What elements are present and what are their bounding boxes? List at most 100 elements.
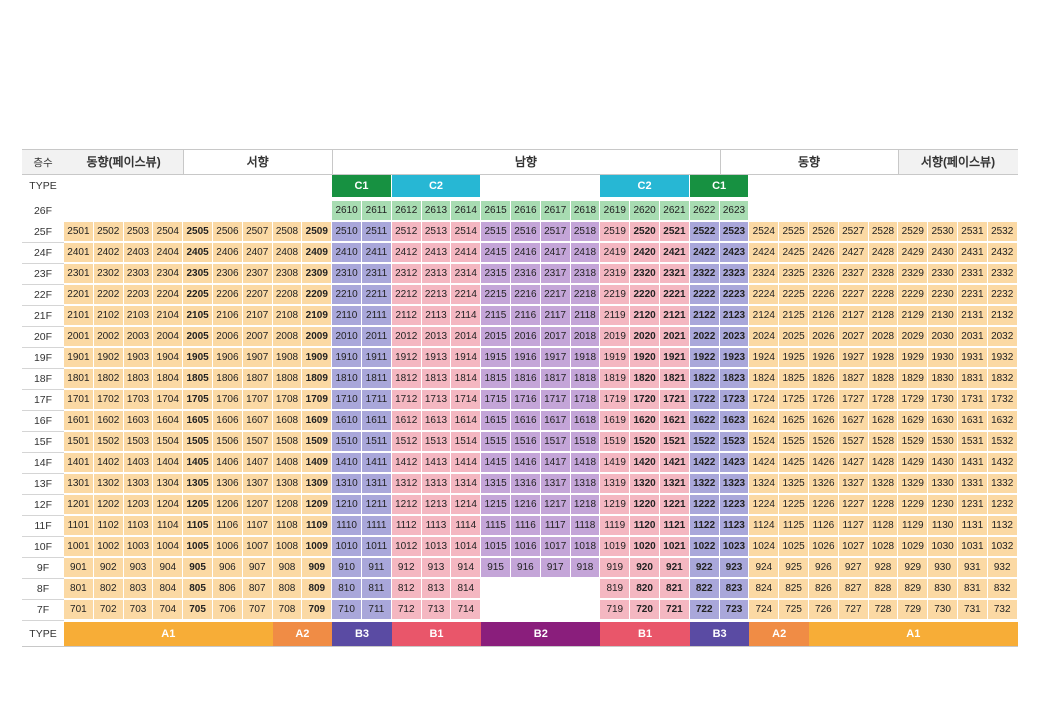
unit-cell[interactable]: 2620 [630,201,660,221]
unit-cell[interactable]: 1001 [64,537,94,557]
unit-cell[interactable]: 824 [749,579,780,599]
unit-cell[interactable]: 1732 [987,390,1018,410]
unit-cell[interactable]: 1520 [630,432,660,452]
unit-cell[interactable]: 1205 [183,495,213,515]
unit-cell[interactable]: 1409 [302,453,333,473]
unit-cell[interactable]: 1925 [779,348,809,368]
unit-cell[interactable]: 1514 [451,432,482,452]
unit-cell[interactable]: 2202 [93,285,124,305]
unit-cell[interactable]: 1527 [838,432,869,452]
unit-cell[interactable]: 2402 [93,243,124,263]
unit-cell[interactable]: 1930 [928,348,958,368]
unit-cell[interactable]: 2429 [898,243,929,263]
unit-cell[interactable]: 2328 [868,264,899,284]
unit-cell[interactable]: 2015 [481,327,511,347]
unit-cell[interactable]: 1717 [540,390,571,410]
unit-cell[interactable]: 2004 [153,327,184,347]
unit-cell[interactable]: 702 [93,600,124,620]
unit-cell[interactable]: 1830 [928,369,958,389]
unit-cell[interactable]: 1109 [302,516,333,536]
unit-cell[interactable]: 1916 [511,348,541,368]
unit-cell[interactable]: 1932 [987,348,1018,368]
unit-cell[interactable]: 1731 [958,390,988,410]
unit-cell[interactable]: 830 [928,579,958,599]
unit-cell[interactable]: 1608 [272,411,303,431]
unit-cell[interactable]: 925 [779,558,809,578]
unit-cell[interactable]: 2420 [630,243,660,263]
unit-cell[interactable]: 2003 [123,327,154,347]
unit-cell[interactable]: 2229 [898,285,929,305]
unit-cell[interactable]: 2302 [93,264,124,284]
unit-cell[interactable]: 2031 [958,327,988,347]
unit-cell[interactable]: 1118 [570,516,601,536]
unit-cell[interactable]: 1021 [660,537,690,557]
unit-cell[interactable]: 1011 [362,537,392,557]
unit-cell[interactable]: 2222 [689,285,720,305]
unit-cell[interactable]: 1416 [511,453,541,473]
unit-cell[interactable]: 2610 [332,201,362,221]
unit-cell[interactable]: 2331 [958,264,988,284]
unit-cell[interactable]: 726 [809,600,839,620]
unit-cell[interactable]: 2322 [689,264,720,284]
unit-cell[interactable]: 1224 [749,495,780,515]
unit-cell[interactable]: 1918 [570,348,601,368]
unit-cell[interactable]: 1220 [630,495,660,515]
unit-cell[interactable]: 1613 [421,411,452,431]
unit-cell[interactable]: 808 [272,579,303,599]
unit-cell[interactable]: 1911 [362,348,392,368]
unit-cell[interactable]: 2501 [64,222,94,242]
unit-cell[interactable]: 2407 [242,243,273,263]
unit-cell[interactable]: 1822 [689,369,720,389]
unit-cell[interactable]: 1510 [332,432,362,452]
unit-cell[interactable]: 1117 [540,516,571,536]
unit-cell[interactable]: 2020 [630,327,660,347]
unit-cell[interactable]: 2206 [213,285,243,305]
unit-cell[interactable]: 705 [183,600,213,620]
unit-cell[interactable]: 2104 [153,306,184,326]
unit-cell[interactable]: 2213 [421,285,452,305]
unit-cell[interactable]: 1412 [391,453,422,473]
unit-cell[interactable]: 1005 [183,537,213,557]
unit-cell[interactable]: 1430 [928,453,958,473]
unit-cell[interactable]: 1920 [630,348,660,368]
unit-cell[interactable]: 1804 [153,369,184,389]
unit-cell[interactable]: 2223 [719,285,750,305]
unit-cell[interactable]: 2011 [362,327,392,347]
unit-cell[interactable]: 1223 [719,495,750,515]
unit-cell[interactable]: 1710 [332,390,362,410]
unit-cell[interactable]: 2221 [660,285,690,305]
unit-cell[interactable]: 2203 [123,285,154,305]
unit-cell[interactable]: 2315 [481,264,511,284]
unit-cell[interactable]: 2201 [64,285,94,305]
unit-cell[interactable]: 921 [660,558,690,578]
unit-cell[interactable]: 2231 [958,285,988,305]
unit-cell[interactable]: 1603 [123,411,154,431]
unit-cell[interactable]: 2122 [689,306,720,326]
unit-cell[interactable]: 1807 [242,369,273,389]
unit-cell[interactable]: 1602 [93,411,124,431]
unit-cell[interactable]: 2230 [928,285,958,305]
unit-cell[interactable]: 827 [838,579,869,599]
unit-cell[interactable]: 2618 [570,201,601,221]
unit-cell[interactable]: 1611 [362,411,392,431]
unit-cell[interactable]: 912 [391,558,422,578]
unit-cell[interactable]: 1228 [868,495,899,515]
unit-cell[interactable]: 1910 [332,348,362,368]
unit-cell[interactable]: 1315 [481,474,511,494]
unit-cell[interactable]: 2411 [362,243,392,263]
unit-cell[interactable]: 1012 [391,537,422,557]
unit-cell[interactable]: 1308 [272,474,303,494]
unit-cell[interactable]: 2105 [183,306,213,326]
unit-cell[interactable]: 909 [302,558,333,578]
unit-cell[interactable]: 2209 [302,285,333,305]
unit-cell[interactable]: 1319 [600,474,631,494]
unit-cell[interactable]: 732 [987,600,1018,620]
unit-cell[interactable]: 1407 [242,453,273,473]
unit-cell[interactable]: 1524 [749,432,780,452]
unit-cell[interactable]: 1414 [451,453,482,473]
unit-cell[interactable]: 1614 [451,411,482,431]
unit-cell[interactable]: 802 [93,579,124,599]
unit-cell[interactable]: 1226 [809,495,839,515]
unit-cell[interactable]: 1728 [868,390,899,410]
unit-cell[interactable]: 1703 [123,390,154,410]
